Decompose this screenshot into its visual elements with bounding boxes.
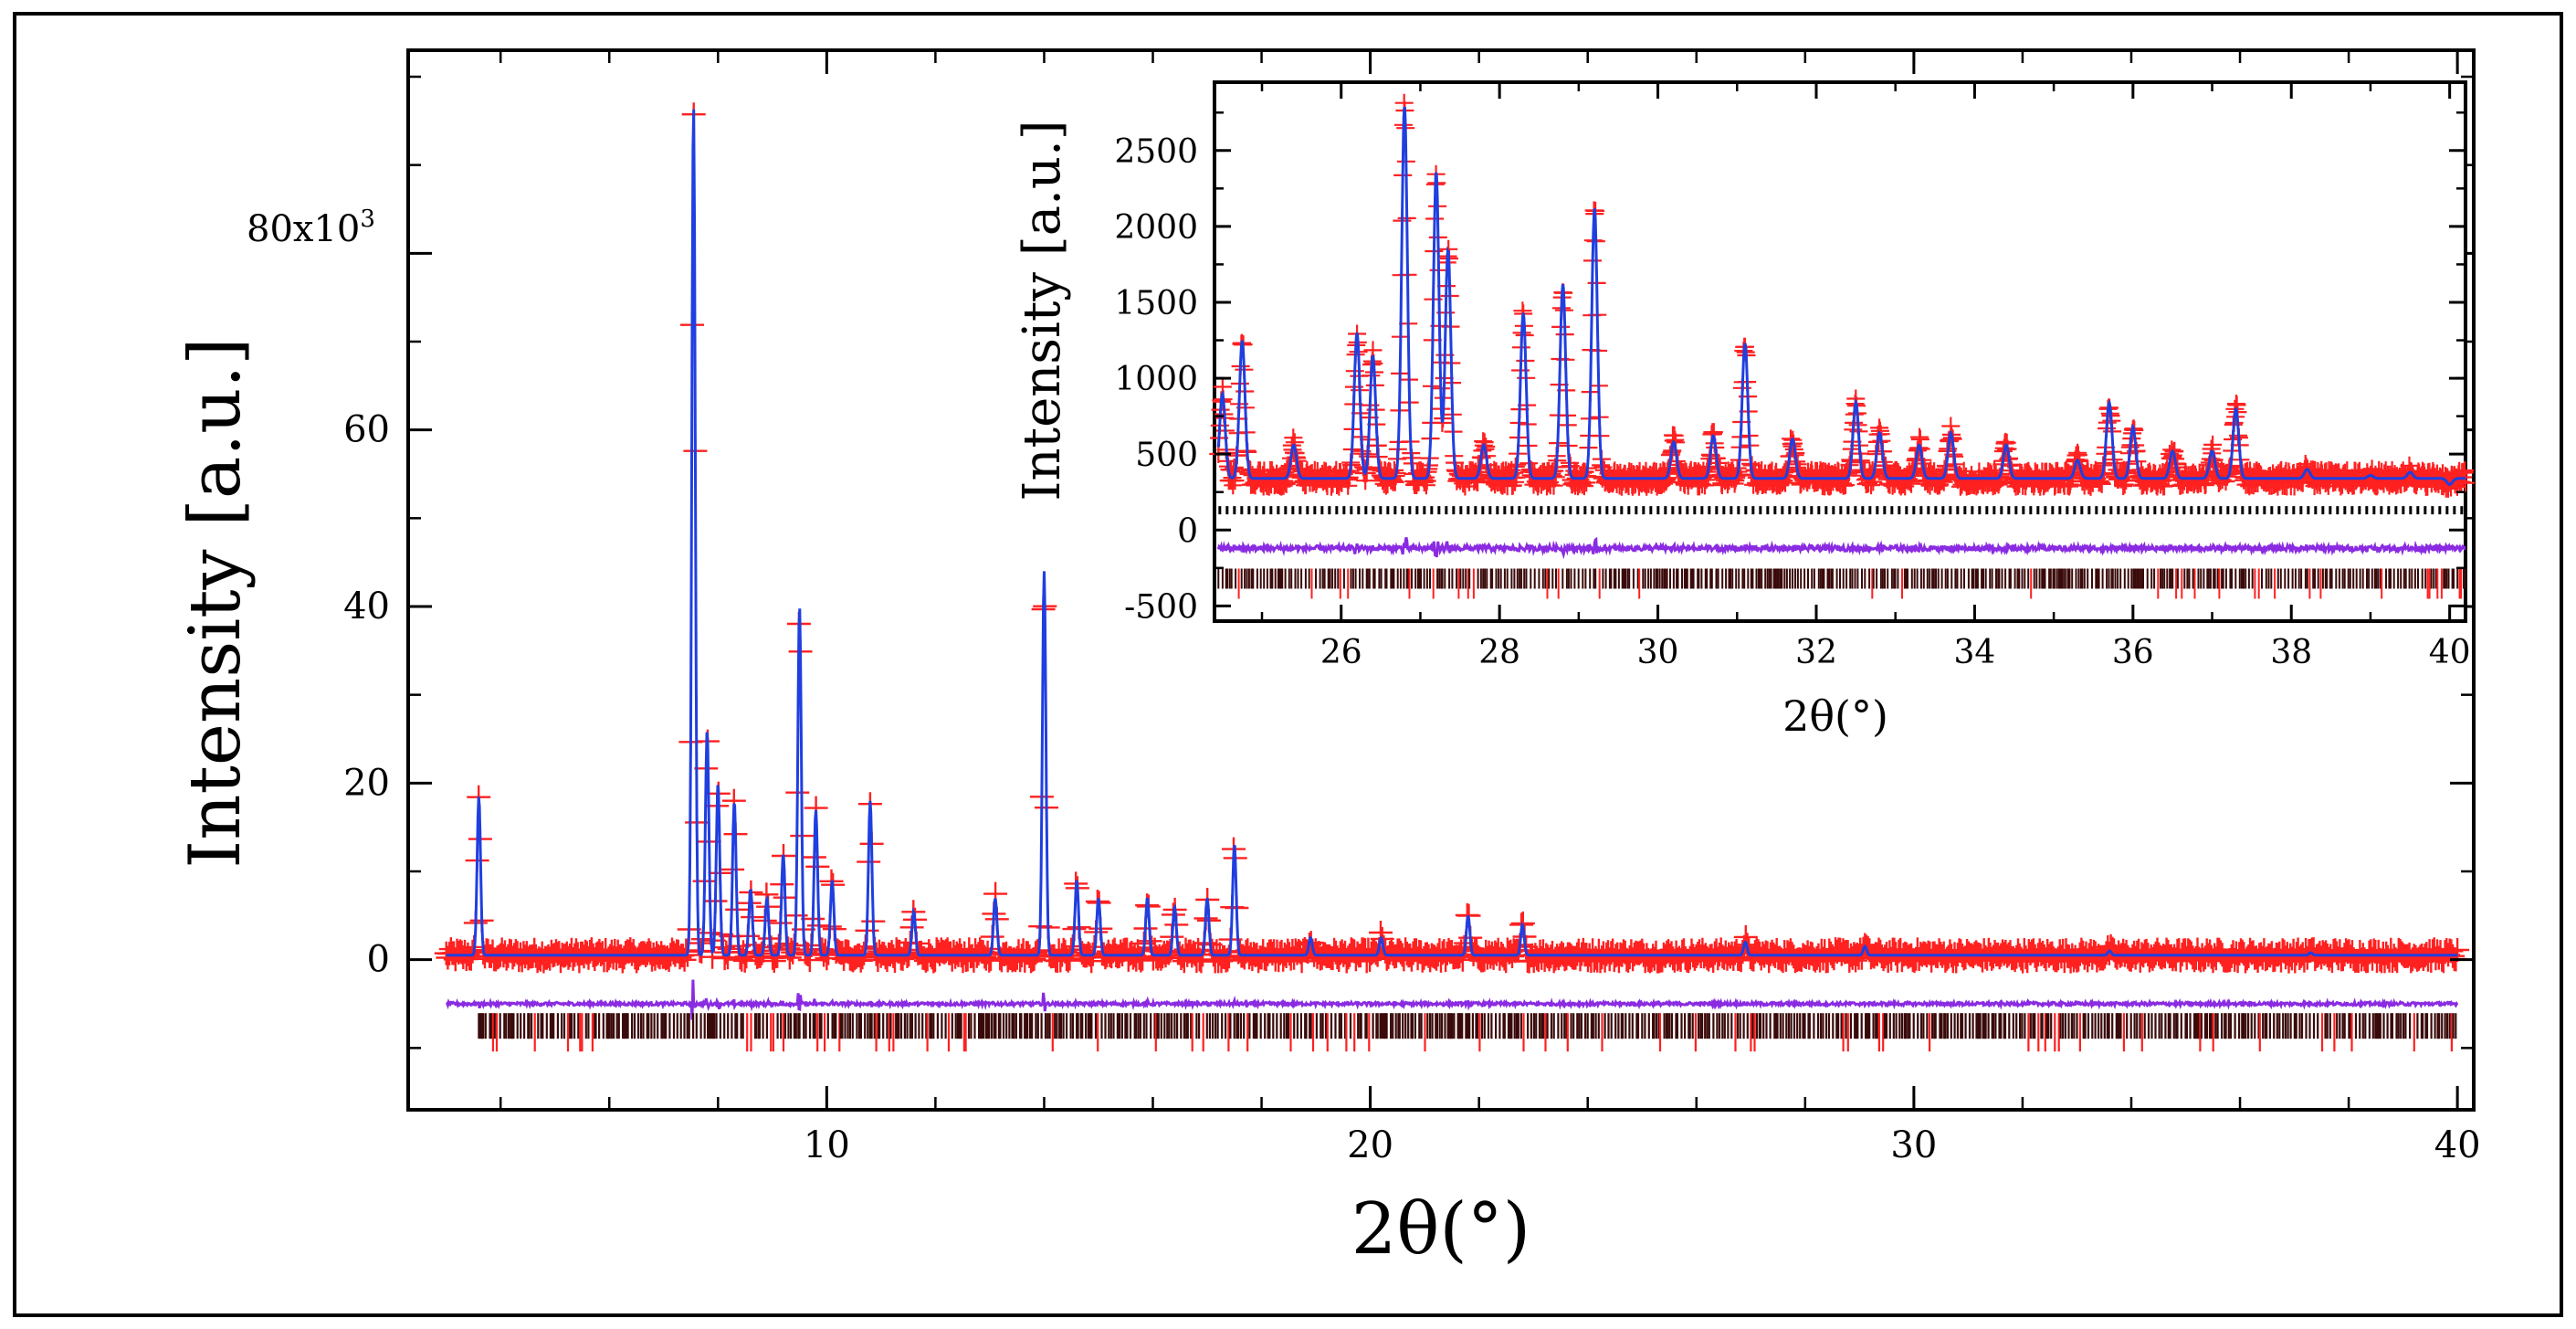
calculated-line — [446, 109, 2458, 957]
main-y-multiplier: 80x103 — [247, 206, 375, 250]
observed-point — [973, 944, 997, 969]
x-tick-label: 40 — [2429, 634, 2471, 671]
difference-line — [446, 979, 2459, 1020]
observed-point — [672, 947, 697, 972]
y-tick-label: 0 — [367, 939, 390, 981]
inset-plot-data — [1209, 93, 2475, 599]
x-tick-label: 28 — [1478, 634, 1520, 671]
observed-point — [762, 949, 786, 973]
x-tick-label: 38 — [2270, 634, 2312, 671]
main-y-multiplier-base: 80x10 — [247, 208, 360, 250]
inset-plot: 26 28 30 32 34 36 38 40 -500 0 500 1000 1500 2000 2500… — [1013, 80, 2475, 741]
inset-x-axis-label: 2θ(°) — [1782, 691, 1888, 741]
inset-y-axis-label: Intensity [a.u.] — [1013, 120, 1072, 501]
observed-point — [779, 937, 804, 962]
y-tick-label: 20 — [343, 762, 390, 804]
y-tick-label: 40 — [343, 585, 390, 628]
observed-point — [2445, 938, 2470, 962]
observed-point — [1056, 948, 1080, 973]
y-tick-label: 0 — [1177, 512, 1198, 550]
inset-plot-background — [1121, 82, 2466, 621]
x-tick-label: 40 — [2434, 1124, 2481, 1166]
observed-point — [850, 945, 875, 970]
y-tick-label: 60 — [343, 409, 390, 451]
main-plot-frame — [406, 48, 2476, 1112]
observed-point — [1187, 947, 1212, 972]
observed-point — [1024, 941, 1048, 965]
y-tick-label: 2000 — [1114, 209, 1198, 247]
x-tick-label: 20 — [1347, 1124, 1393, 1166]
x-tick-label: 10 — [804, 1124, 850, 1166]
observed-point — [1129, 948, 1153, 973]
observed-point — [1224, 476, 1243, 495]
x-tick-label: 34 — [1953, 634, 1995, 671]
y-tick-label: 2500 — [1114, 133, 1198, 171]
main-y-axis-label: Intensity [a.u.] — [174, 337, 257, 868]
main-plot-data — [434, 102, 2470, 1052]
x-tick-label: 32 — [1795, 634, 1837, 671]
y-tick-label: 1000 — [1114, 361, 1198, 398]
reflection-markers — [478, 1013, 2457, 1052]
y-tick-label: 1500 — [1114, 285, 1198, 322]
x-tick-label: 36 — [2112, 634, 2154, 671]
observed-point — [1289, 949, 1314, 974]
main-y-multiplier-exponent: 3 — [360, 206, 375, 233]
observed-point — [890, 946, 915, 971]
inset-plot-frame — [1213, 80, 2467, 623]
y-tick-label: 500 — [1135, 437, 1198, 474]
x-tick-label: 30 — [1637, 634, 1679, 671]
y-tick-label: -500 — [1124, 588, 1198, 626]
x-tick-label: 30 — [1890, 1124, 1937, 1166]
x-tick-label: 26 — [1320, 634, 1362, 671]
main-x-axis-label: 2θ(°) — [1351, 1188, 1530, 1271]
